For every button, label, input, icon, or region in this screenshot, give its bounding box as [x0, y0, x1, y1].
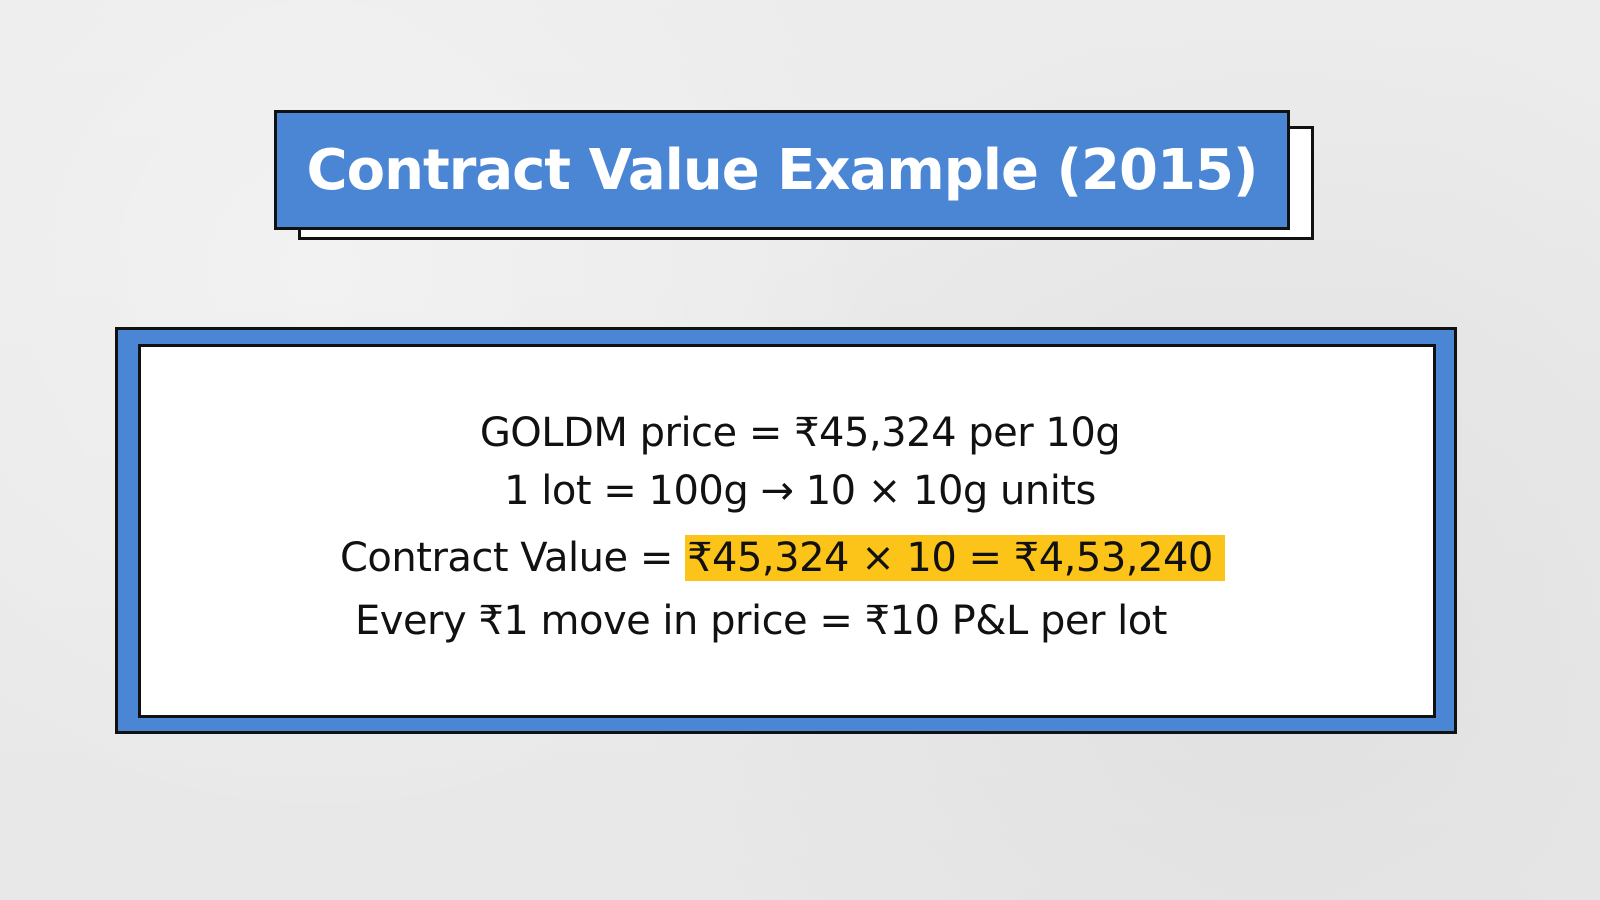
- content-panel: [138, 344, 1436, 718]
- contract-value-label: Contract Value =: [340, 535, 686, 581]
- lot-line: 1 lot = 100g → 10 × 10g units: [504, 468, 1096, 514]
- contract-value-line: Contract Value = ₹45,324 × 10 = ₹4,53,24…: [340, 535, 1225, 581]
- title-banner: Contract Value Example (2015): [274, 110, 1290, 230]
- contract-value-highlight: ₹45,324 × 10 = ₹4,53,240: [685, 535, 1225, 581]
- price-line: GOLDM price = ₹45,324 per 10g: [479, 410, 1121, 456]
- slide-title: Contract Value Example (2015): [306, 137, 1259, 203]
- pnl-line: Every ₹1 move in price = ₹10 P&L per lot: [355, 598, 1167, 644]
